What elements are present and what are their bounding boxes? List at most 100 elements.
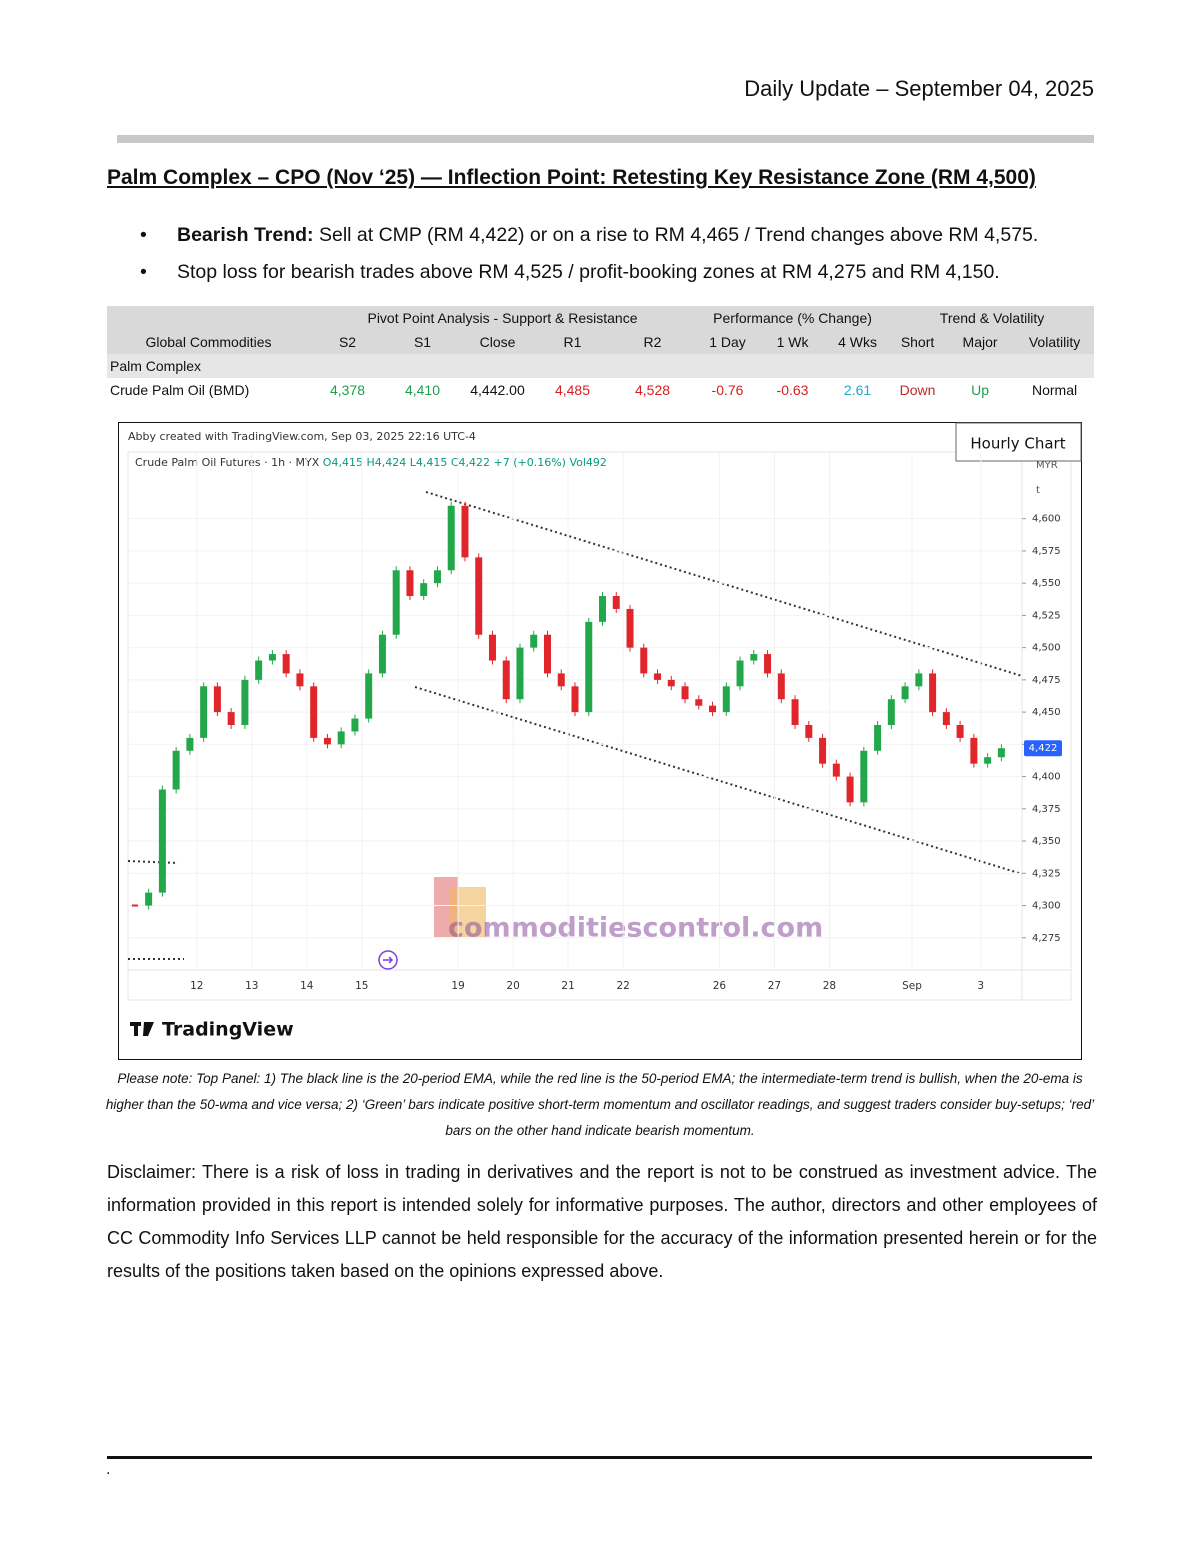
x-tick-label: 26 <box>713 980 727 992</box>
candle-body <box>709 705 717 713</box>
y-tick-label: 4,450 <box>1032 707 1061 718</box>
logo-part <box>143 1022 154 1036</box>
trend-channel <box>127 491 1023 960</box>
chart-note: Please note: Top Panel: 1) The black lin… <box>105 1071 1095 1138</box>
x-tick-label: 20 <box>506 980 519 992</box>
y-tick-label: 4,500 <box>1032 643 1061 654</box>
column-header: 1 Wk <box>760 330 826 354</box>
column-header: Volatility <box>1015 330 1095 354</box>
column-header: 1 Day <box>695 330 761 354</box>
cell: 4,378 <box>329 382 366 398</box>
bullet-list: Bearish Trend: Sell at CMP (RM 4,422) or… <box>140 220 1038 294</box>
cell: 4,442.00 <box>470 382 525 398</box>
candle-body <box>722 686 730 713</box>
y-tick-label: 4,300 <box>1032 901 1061 912</box>
candle-body <box>942 712 950 725</box>
column-header: 4 Wks <box>825 330 891 354</box>
chart-pane <box>127 451 1072 1001</box>
divider <box>117 135 1094 143</box>
candle-body <box>145 892 153 906</box>
candle-body <box>378 634 386 674</box>
legend-label: Hourly Chart <box>970 435 1065 453</box>
unit: t <box>1036 485 1040 496</box>
candle-body <box>777 673 785 700</box>
candle-body <box>543 634 551 674</box>
candle-body <box>323 737 331 745</box>
candle-body <box>571 686 579 713</box>
candle-body <box>860 750 868 803</box>
bullet-text: Sell at CMP (RM 4,422) or on a rise to R… <box>318 224 1039 246</box>
attribution: Abby created with TradingView.com, Sep 0… <box>128 430 476 443</box>
y-tick-label: 4,350 <box>1032 836 1061 847</box>
candle-body <box>406 570 414 597</box>
x-tick-label: 21 <box>561 980 574 992</box>
watermark-icon <box>450 887 486 937</box>
column-header: Major <box>945 330 1016 354</box>
bullet: Bearish Trend: Sell at CMP (RM 4,422) or… <box>140 220 1038 257</box>
cell <box>107 306 310 330</box>
candle-body <box>956 725 964 738</box>
candle-body <box>901 686 909 700</box>
candle-body <box>447 505 455 571</box>
chart-frame <box>118 422 1082 1060</box>
column-header: R1 <box>535 330 610 354</box>
candle-body <box>475 557 483 635</box>
candle-body <box>640 647 648 674</box>
candle-body <box>337 731 345 745</box>
candle-body <box>172 750 180 790</box>
section-label: Palm Complex <box>107 354 1095 378</box>
candle-body <box>296 673 304 687</box>
cell: Up <box>971 382 989 398</box>
candle-body <box>516 647 524 700</box>
x-tick-label: 3 <box>977 980 984 992</box>
channel-upper <box>425 491 1023 677</box>
x-tick-label: Sep <box>902 980 922 992</box>
header-row: Global Commodities S2 S1 Close R1 R2 1 Day 1 Wk… <box>107 330 1095 354</box>
x-tick-label: 22 <box>616 980 629 992</box>
candle-body <box>874 725 882 751</box>
pivot-table: Pivot Point Analysis - Support & Resista… <box>107 306 1095 402</box>
footer-text: . <box>106 1462 111 1478</box>
cell: -0.76 <box>711 382 744 398</box>
logo-part <box>134 1022 138 1036</box>
x-tick-label: 14 <box>300 980 314 992</box>
candle-body <box>681 686 689 700</box>
y-tick-label: 4,475 <box>1032 675 1061 686</box>
candle-body <box>158 789 166 893</box>
candle-body <box>667 679 675 687</box>
cell: -0.63 <box>776 382 809 398</box>
candle-body <box>241 679 249 725</box>
candle-body <box>599 596 607 622</box>
y-tick-label: 4,275 <box>1032 933 1061 944</box>
report-date: Daily Update – September 04, 2025 <box>744 76 1094 101</box>
last-price-tag <box>1024 740 1062 757</box>
candle-body <box>488 634 496 661</box>
candle-body <box>736 660 744 687</box>
bullet-label: Bearish Trend: <box>177 224 314 246</box>
cell: Normal <box>1031 382 1078 398</box>
x-tick-label: 27 <box>768 980 781 992</box>
y-tick-label: 4,400 <box>1032 772 1061 783</box>
section-row: Palm Complex <box>107 354 1095 378</box>
candle-body <box>268 654 276 661</box>
candle-body <box>365 673 373 719</box>
cell: 4,485 <box>554 382 591 398</box>
candle-body <box>420 583 428 597</box>
bullet: Stop loss for bearish trades above RM 4,… <box>140 257 1038 294</box>
candle-body <box>997 748 1005 758</box>
candle-body <box>764 654 772 674</box>
candle-body <box>887 699 895 725</box>
y-tick-label: 4,550 <box>1032 578 1061 589</box>
instrument-name: Crude Palm Oil Futures · 1h · MYX <box>135 456 320 469</box>
candle-body <box>351 718 359 732</box>
y-tick-label: 4,375 <box>1032 804 1061 815</box>
column-header: R2 <box>610 330 696 354</box>
currency: MYR <box>1036 460 1058 471</box>
candle-body <box>310 686 318 738</box>
x-tick-label: 12 <box>190 980 203 992</box>
candle-body <box>654 673 662 680</box>
watermark: commoditiescontrol.com <box>448 913 823 944</box>
group-header: Trend & Volatility <box>890 306 1095 330</box>
logo-text: TradingView <box>162 1019 294 1041</box>
cell: Crude Palm Oil (BMD) <box>110 382 250 398</box>
